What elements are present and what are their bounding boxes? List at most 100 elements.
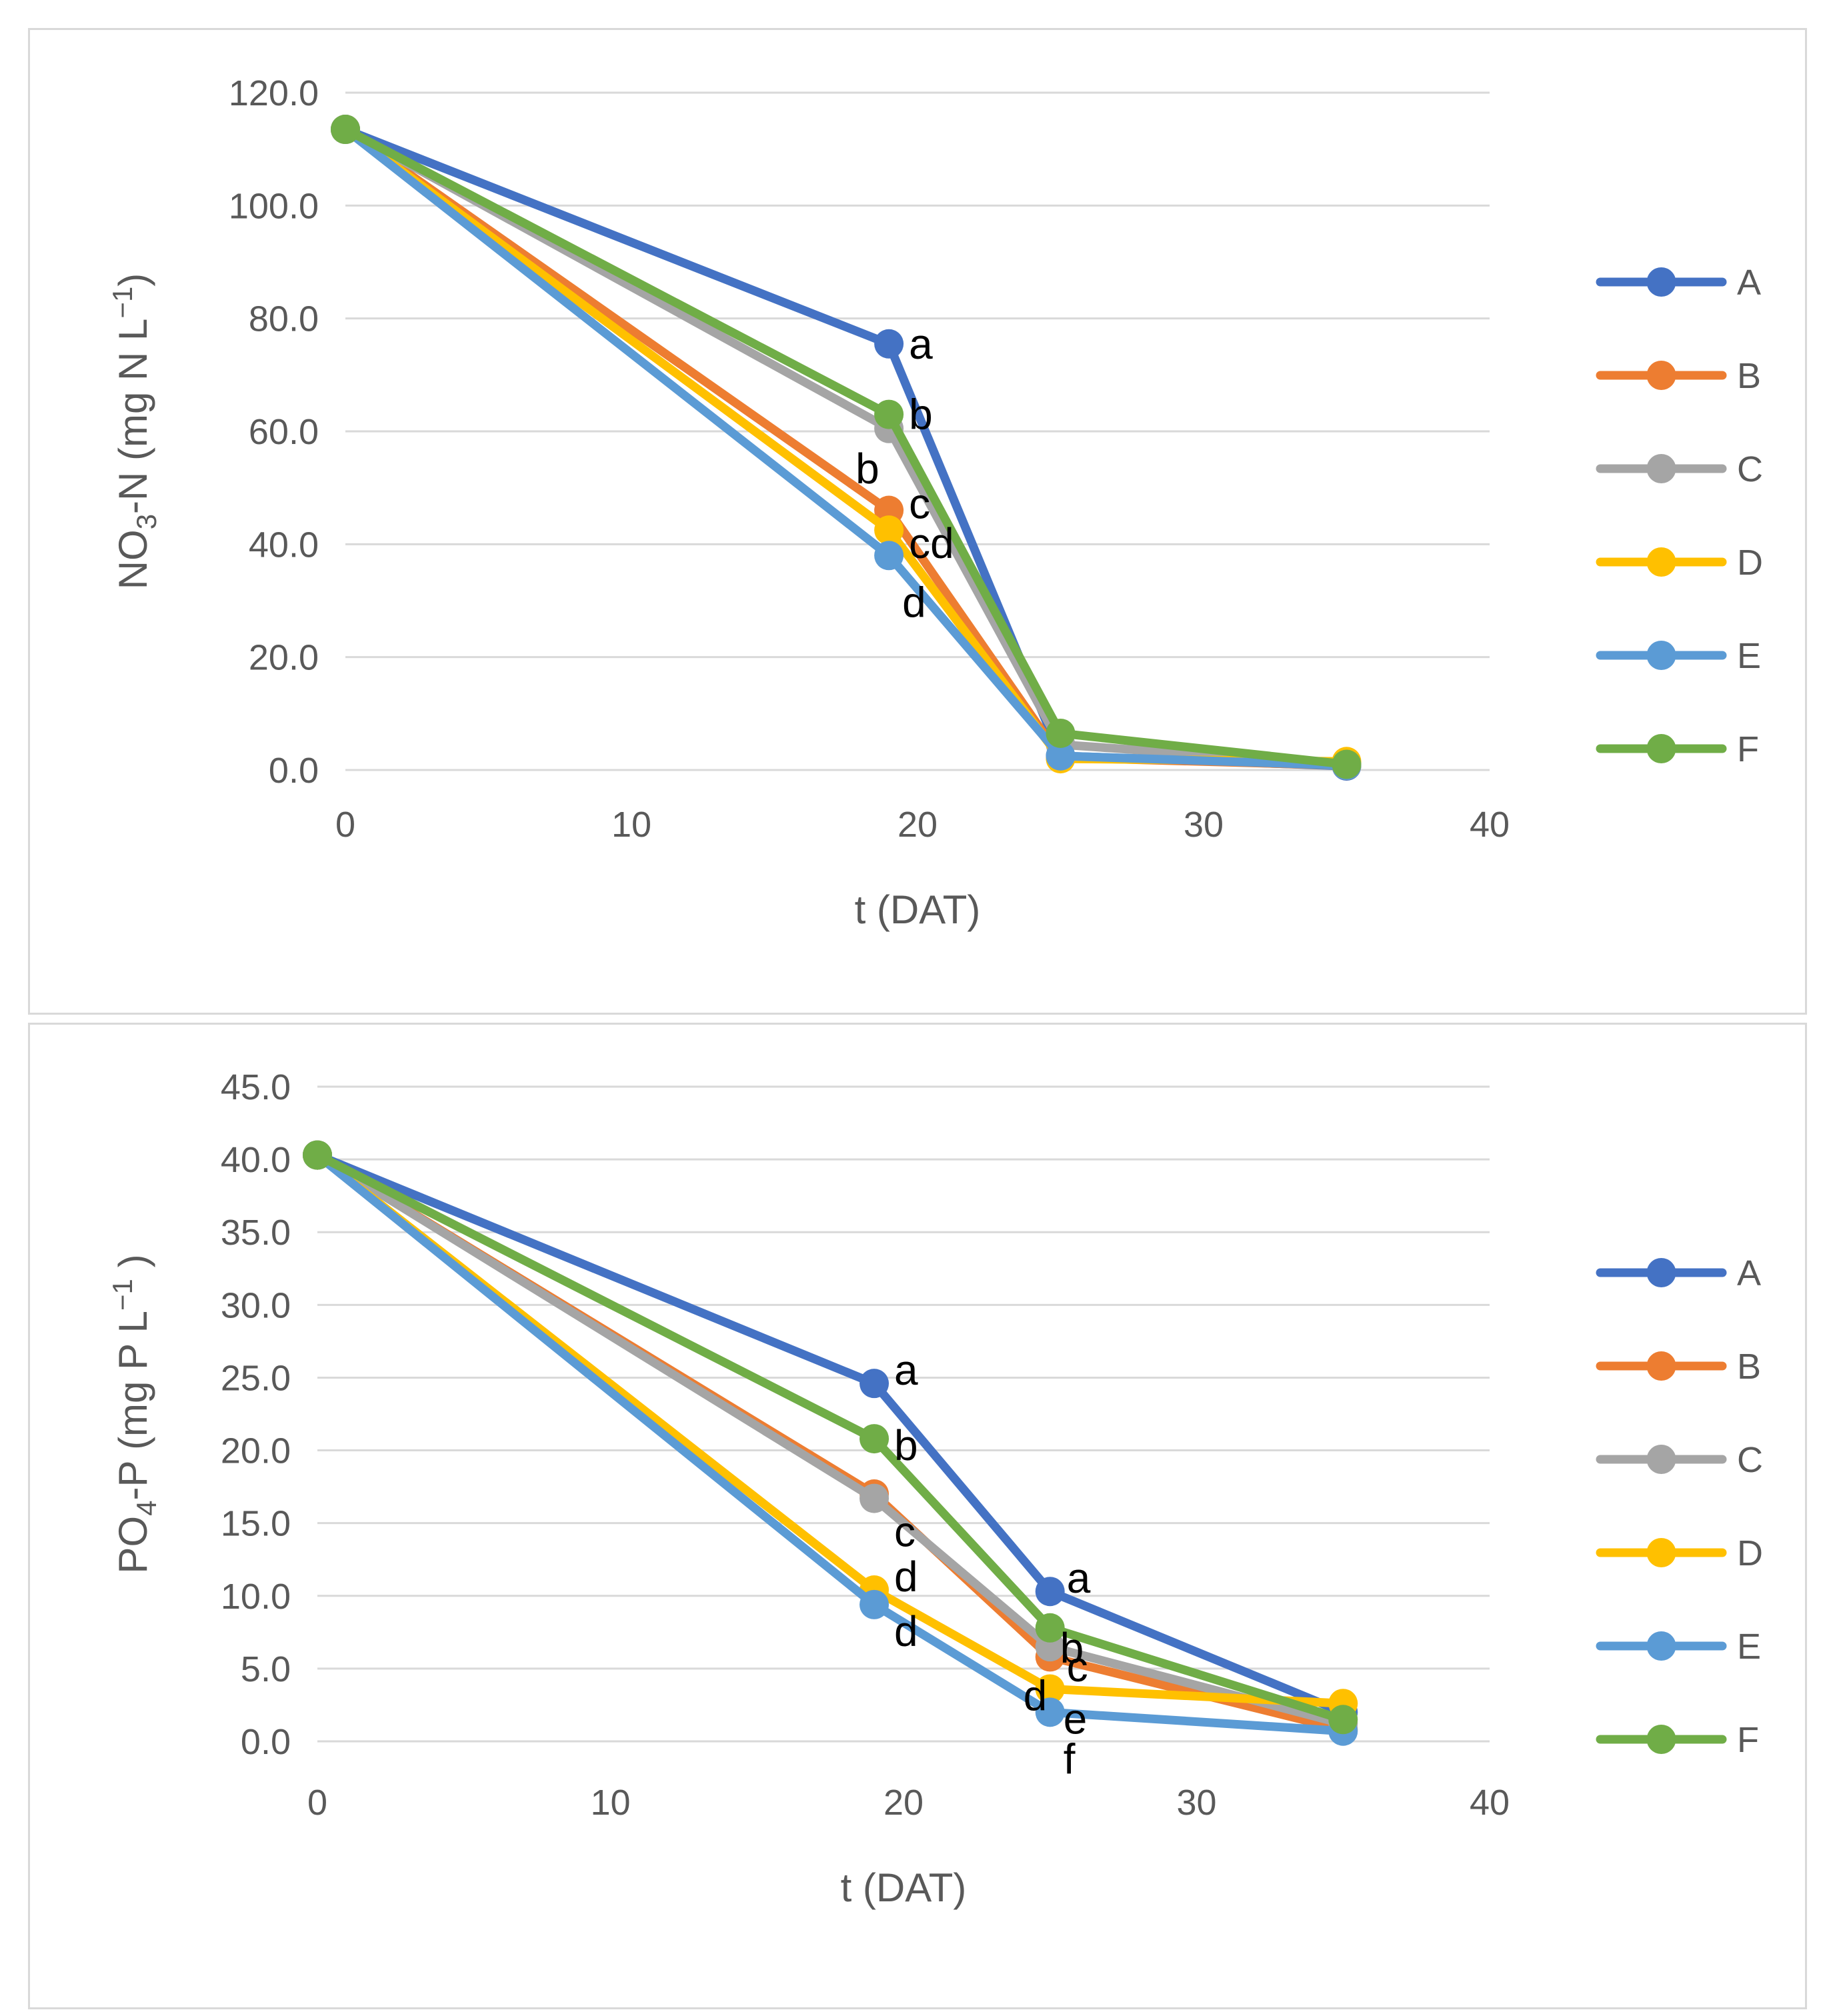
data-point-f xyxy=(1046,718,1076,748)
significance-label: a xyxy=(894,1346,918,1394)
data-point-f xyxy=(859,1424,889,1454)
x-tick-label: 10 xyxy=(611,805,651,845)
legend-label-b: B xyxy=(1737,1347,1761,1387)
data-point-e xyxy=(1035,1697,1065,1727)
series-line-c xyxy=(313,1151,1348,1729)
y-tick-label: 40.0 xyxy=(221,1140,291,1180)
data-point-a xyxy=(859,1369,889,1399)
legend-marker-c xyxy=(1646,1445,1676,1474)
legend-marker-f xyxy=(1646,734,1676,763)
data-point-e xyxy=(874,541,904,571)
data-point-f xyxy=(1328,1705,1358,1735)
legend-marker-e xyxy=(1646,641,1676,670)
series-line-d xyxy=(341,125,1351,766)
data-point-d xyxy=(874,515,904,545)
legend-marker-c xyxy=(1646,454,1676,483)
y-tick-label: 10.0 xyxy=(221,1577,291,1617)
legend-marker-d xyxy=(1646,547,1676,577)
x-tick-label: 30 xyxy=(1184,805,1224,845)
legend-label-f: F xyxy=(1737,729,1759,769)
data-point-e xyxy=(1046,741,1076,771)
significance-label: b xyxy=(1060,1624,1084,1672)
x-tick-label: 20 xyxy=(897,805,938,845)
legend-marker-a xyxy=(1646,1258,1676,1287)
legend-label-a: A xyxy=(1737,1253,1761,1293)
x-tick-label: 0 xyxy=(307,1783,327,1823)
significance-label: f xyxy=(1064,1735,1076,1783)
legend-marker-a xyxy=(1646,267,1676,297)
y-tick-label: 30.0 xyxy=(221,1285,291,1325)
x-tick-label: 40 xyxy=(1470,1783,1510,1823)
y-tick-label: 15.0 xyxy=(221,1504,291,1544)
series-line-e xyxy=(341,125,1351,770)
y-tick-label: 100.0 xyxy=(229,186,319,226)
series-line-a xyxy=(313,1151,1348,1717)
data-point-f xyxy=(303,1140,332,1170)
phosphate-chart: 0.0 5.0 10.0 15.0 20.0 25.0 30.0 35.0 40.0 45.0 0 1… xyxy=(107,1067,1763,1910)
x-tick-label: 0 xyxy=(335,805,355,845)
x-axis-title: t (DAT) xyxy=(841,1865,967,1910)
legend-label-c: C xyxy=(1737,449,1763,489)
series-line-f xyxy=(313,1151,1348,1724)
legend-label-b: B xyxy=(1737,356,1761,396)
x-tick-label: 10 xyxy=(590,1783,630,1823)
y-tick-label: 45.0 xyxy=(221,1067,291,1107)
significance-label: b xyxy=(855,445,879,493)
significance-label: d xyxy=(1024,1671,1048,1719)
legend-marker-b xyxy=(1646,361,1676,390)
y-tick-label: 40.0 xyxy=(249,525,319,565)
significance-label: b xyxy=(909,391,933,439)
significance-label: d xyxy=(894,1553,918,1601)
significance-label: c xyxy=(1067,1643,1088,1691)
x-axis-title: t (DAT) xyxy=(855,887,981,932)
y-tick-label: 25.0 xyxy=(221,1358,291,1398)
significance-label: c xyxy=(894,1508,915,1556)
legend-label-f: F xyxy=(1737,1720,1759,1760)
legend-marker-b xyxy=(1646,1351,1676,1381)
series-line-c xyxy=(341,125,1351,769)
significance-label: cd xyxy=(909,519,954,567)
significance-label: b xyxy=(894,1421,918,1469)
y-axis-title: NO3-N (mg N L−1) xyxy=(107,273,162,590)
data-point-a xyxy=(1035,1577,1065,1607)
y-tick-label: 0.0 xyxy=(269,751,319,791)
series-line-b xyxy=(313,1151,1348,1735)
y-tick-label: 60.0 xyxy=(249,412,319,452)
data-point-f xyxy=(331,115,360,145)
significance-label: a xyxy=(909,320,933,368)
series-line-a xyxy=(341,125,1351,771)
phosphate-chart-panel: 0.0 5.0 10.0 15.0 20.0 25.0 30.0 35.0 40.0 45.0 0 1… xyxy=(28,1023,1807,2009)
legend-label-d: D xyxy=(1737,543,1763,583)
x-tick-label: 40 xyxy=(1470,805,1510,845)
legend-marker-f xyxy=(1646,1725,1676,1754)
significance-label: d xyxy=(894,1607,918,1655)
y-axis-title: PO4-P (mg P L−1 ) xyxy=(107,1254,162,1573)
significance-label: d xyxy=(902,578,926,626)
legend-label-d: D xyxy=(1737,1533,1763,1573)
y-tick-label: 0.0 xyxy=(241,1722,291,1762)
legend-label-a: A xyxy=(1737,263,1761,303)
data-point-a xyxy=(874,329,904,359)
legend-marker-d xyxy=(1646,1538,1676,1567)
y-tick-label: 120.0 xyxy=(229,73,319,113)
x-tick-label: 30 xyxy=(1176,1783,1216,1823)
nitrate-chart-panel: 0.0 20.0 40.0 60.0 80.0 100.0 120.0 0 10 20 30 40 t … xyxy=(28,28,1807,1015)
data-point-f xyxy=(874,399,904,429)
x-tick-label: 20 xyxy=(883,1783,924,1823)
series-line-d xyxy=(313,1151,1348,1708)
data-point-d xyxy=(1035,1674,1065,1704)
series-line-b xyxy=(341,125,1351,770)
legend-label-e: E xyxy=(1737,636,1761,676)
series-line-f xyxy=(341,125,1351,769)
significance-label: e xyxy=(1064,1695,1088,1743)
legend-label-c: C xyxy=(1737,1440,1763,1480)
data-point-f xyxy=(1035,1613,1065,1643)
y-tick-label: 80.0 xyxy=(249,299,319,339)
series-line-e xyxy=(313,1151,1348,1736)
y-tick-label: 35.0 xyxy=(221,1213,291,1253)
y-tick-label: 20.0 xyxy=(221,1431,291,1471)
data-point-c xyxy=(859,1483,889,1513)
significance-label: c xyxy=(909,480,930,528)
y-tick-label: 20.0 xyxy=(249,638,319,678)
y-tick-label: 5.0 xyxy=(241,1649,291,1689)
